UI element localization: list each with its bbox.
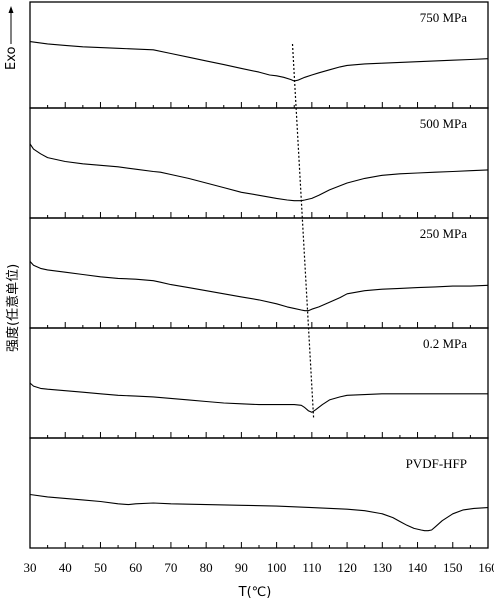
x-tick-label: 70 (164, 560, 177, 575)
x-axis-label: T(℃) (238, 585, 272, 600)
x-tick-label: 160 (478, 560, 494, 575)
series-label-3: 0.2 MPa (423, 336, 467, 351)
series-label-1: 500 MPa (420, 116, 468, 131)
peak-shift-guide-line (291, 43, 315, 419)
series-label-2: 250 MPa (420, 226, 468, 241)
series-line-1 (29, 143, 489, 202)
panel-frame-4 (29, 437, 489, 549)
exo-arrowhead-icon (8, 6, 14, 13)
y-axis-label: 强度(任意单位) (5, 264, 21, 352)
panel-frame-3 (29, 327, 489, 439)
series-label-0: 750 MPa (420, 10, 468, 25)
x-tick-labels: 30 40 50 60 70 80 90 100 110 120 130 140 150 160 (24, 560, 494, 575)
series-line-0 (29, 41, 489, 82)
x-tick-label: 100 (267, 560, 287, 575)
series-line-3 (29, 382, 488, 413)
x-tick-label: 150 (443, 560, 463, 575)
x-tick-label: 50 (94, 560, 107, 575)
x-tick-label: 130 (373, 560, 393, 575)
panel-labels: 750 MPa 500 MPa 250 MPa 0.2 MPa PVDF-HFP (406, 10, 468, 471)
x-tick-label: 140 (408, 560, 428, 575)
x-tick-label: 30 (24, 560, 37, 575)
x-tick-label: 110 (302, 560, 321, 575)
x-axis-ticks (29, 102, 489, 548)
dsc-curves (29, 41, 489, 532)
series-label-4: PVDF-HFP (406, 456, 467, 471)
series-line-4 (29, 493, 489, 532)
exo-label: Exo (4, 46, 19, 70)
x-tick-label: 40 (59, 560, 72, 575)
series-line-2 (29, 261, 489, 312)
x-tick-label: 90 (235, 560, 248, 575)
x-tick-label: 60 (129, 560, 142, 575)
x-tick-label: 120 (337, 560, 357, 575)
x-tick-label: 80 (200, 560, 213, 575)
